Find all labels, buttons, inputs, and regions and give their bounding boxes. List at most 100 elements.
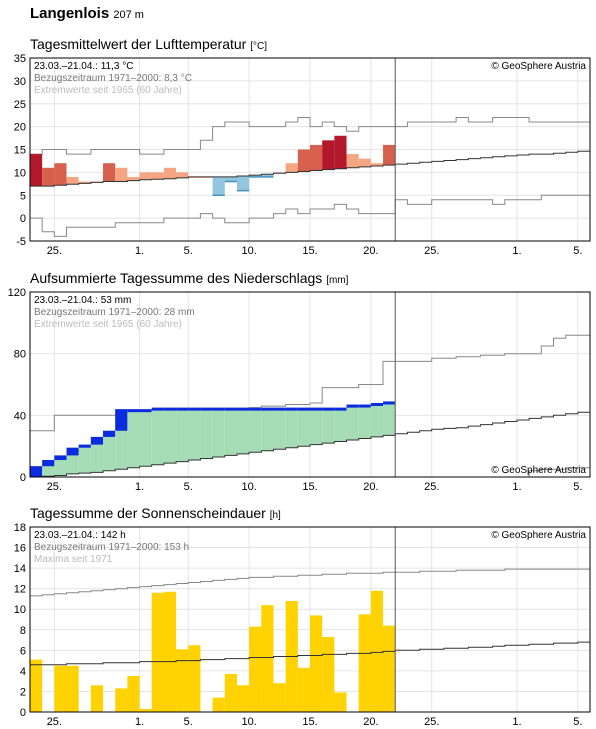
precip-daily-increment	[188, 407, 201, 411]
info-reference-text: Bezugszeitraum 1971–2000: 8,3 °C	[34, 73, 192, 84]
temperature-anomaly-bar	[322, 140, 335, 170]
temperature-anomaly-bar	[200, 176, 213, 178]
precip-above-normal-fill	[358, 404, 371, 439]
y-tick-label: -5	[16, 236, 26, 248]
x-tick-label: 5.	[573, 716, 582, 728]
sunshine-bar	[66, 665, 79, 712]
sunshine-bar	[30, 659, 43, 712]
precip-above-normal-fill	[236, 407, 250, 454]
x-tick-label: 25.	[424, 716, 439, 728]
temperature-title: Tagesmittelwert der Lufttemperatur [°C]	[30, 36, 267, 52]
precip-daily-increment	[54, 455, 67, 461]
info-extremes-text: Maxima seit 1971	[34, 554, 113, 565]
y-tick-label: 25	[14, 99, 26, 111]
info-period-text: 23.03.–21.04.: 142 h	[34, 530, 126, 541]
precip-daily-increment	[224, 407, 237, 411]
x-tick-label: 25.	[47, 245, 62, 257]
credit-text: © GeoSphere Austria	[491, 61, 586, 72]
precip-daily-increment	[322, 407, 335, 411]
precip-daily-increment	[30, 466, 43, 477]
info-extremes-text: Extremwerte seit 1965 (60 Jahre)	[34, 319, 182, 330]
precip-daily-increment	[383, 401, 396, 405]
temperature-anomaly-bar	[139, 172, 152, 180]
climate-mean-line	[30, 150, 590, 187]
precip-daily-increment	[346, 404, 359, 408]
x-tick-label: 20.	[363, 481, 378, 493]
precip-daily-increment	[273, 407, 286, 411]
x-tick-label: 25.	[47, 481, 62, 493]
temperature-anomaly-bar	[212, 176, 225, 196]
temperature-anomaly-bar	[151, 172, 164, 180]
info-period-text: 23.03.–21.04.: 53 mm	[34, 295, 131, 306]
temperature-anomaly-bar	[297, 149, 310, 172]
precip-daily-increment	[358, 404, 371, 408]
sunshine-bar	[90, 685, 104, 712]
temperature-anomaly-bar	[358, 158, 371, 167]
temperature-anomaly-bar	[163, 167, 177, 179]
plot-border	[29, 291, 591, 478]
credit-text: © GeoSphere Austria	[491, 465, 586, 476]
y-tick-label: 35	[14, 53, 26, 65]
precip-above-normal-fill	[285, 407, 298, 448]
x-tick-label: 1.	[512, 716, 521, 728]
precip-above-normal-fill	[127, 409, 140, 468]
x-tick-label: 5.	[573, 481, 582, 493]
precip-daily-increment	[139, 409, 152, 413]
temperature-anomaly-bar	[224, 176, 237, 182]
sunshine-bar	[261, 605, 274, 712]
y-tick-label: 2	[20, 686, 26, 698]
y-tick-label: 14	[14, 563, 26, 575]
x-tick-label: 1.	[512, 481, 521, 493]
x-tick-label: 5.	[184, 716, 193, 728]
y-tick-label: 10	[14, 167, 26, 179]
precip-above-normal-fill	[151, 407, 164, 465]
precip-daily-increment	[42, 460, 55, 467]
x-tick-label: 5.	[184, 481, 193, 493]
precip-above-normal-fill	[261, 407, 274, 451]
y-tick-label: 5	[20, 190, 26, 202]
precip-above-normal-fill	[212, 407, 225, 457]
info-extremes-text: Extremwerte seit 1965 (60 Jahre)	[34, 85, 182, 96]
sunshine-bar	[236, 685, 250, 712]
temperature-anomaly-bar	[346, 154, 359, 168]
y-tick-label: 18	[14, 522, 26, 534]
x-tick-label: 20.	[363, 716, 378, 728]
sunshine-bar	[383, 625, 396, 712]
precip-above-normal-fill	[310, 407, 323, 445]
climate-min-line	[30, 194, 590, 237]
climate-max-line	[30, 568, 590, 597]
precip-above-normal-fill	[139, 409, 152, 467]
sunshine-bar	[127, 676, 140, 712]
precip-daily-increment	[370, 403, 384, 406]
precip-daily-increment	[310, 407, 323, 411]
temperature-anomaly-bar	[54, 163, 67, 186]
x-tick-label: 15.	[302, 245, 317, 257]
precip-daily-increment	[297, 407, 310, 411]
precip-above-normal-fill	[322, 407, 335, 444]
sunshine-bar	[163, 591, 177, 712]
x-tick-label: 5.	[573, 245, 582, 257]
sunshine-unit: [h]	[269, 510, 281, 521]
precipitation-title: Aufsummierte Tagessumme des Niederschlag…	[30, 270, 348, 286]
y-tick-label: 4	[20, 666, 26, 678]
precip-daily-increment	[78, 444, 91, 448]
x-tick-label: 10.	[241, 481, 256, 493]
precip-above-normal-fill	[90, 436, 104, 473]
precip-daily-increment	[261, 407, 274, 411]
climate-mean-line	[30, 411, 590, 478]
x-tick-label: 25.	[424, 481, 439, 493]
station-name: Langenlois	[30, 5, 110, 22]
temperature-anomaly-bar	[103, 163, 116, 182]
page-title: Langenlois 207 m	[30, 5, 144, 22]
x-tick-label: 10.	[241, 716, 256, 728]
precip-daily-increment	[103, 430, 116, 437]
y-tick-label: 16	[14, 543, 26, 555]
sunshine-bar	[115, 688, 128, 712]
x-tick-label: 25.	[424, 245, 439, 257]
sunshine-bar	[310, 615, 323, 712]
y-tick-label: 12	[14, 584, 26, 596]
precip-daily-increment	[90, 436, 104, 445]
temperature-anomaly-bar	[66, 176, 79, 185]
credit-text: © GeoSphere Austria	[491, 530, 586, 541]
